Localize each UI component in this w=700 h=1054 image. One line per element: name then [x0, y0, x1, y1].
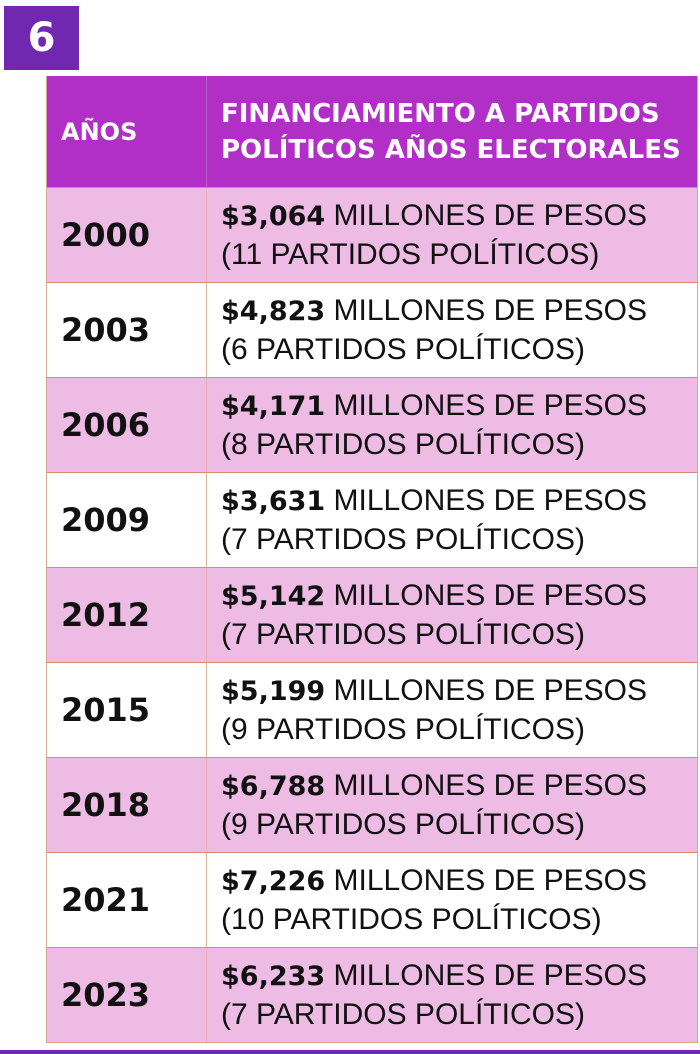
- funding-amount: $3,631: [221, 485, 326, 517]
- funding-cell: $4,171 MILLONES DE PESOS (8 PARTIDOS POLÍ…: [207, 378, 697, 472]
- party-count: (7 PARTIDOS POLÍTICOS): [221, 522, 585, 556]
- funding-cell: $6,788 MILLONES DE PESOS (9 PARTIDOS POLÍ…: [207, 758, 697, 852]
- table-row: 2015 $5,199 MILLONES DE PESOS (9 PARTIDOS …: [47, 662, 697, 757]
- header-description-line-2: POLÍTICOS AÑOS ELECTORALES: [221, 134, 681, 165]
- year-value: 2021: [61, 881, 151, 919]
- funding-cell: $5,142 MILLONES DE PESOS (7 PARTIDOS POLÍ…: [207, 568, 697, 662]
- table-row: 2009 $3,631 MILLONES DE PESOS (7 PARTIDOS …: [47, 472, 697, 567]
- table-row: 2000 $3,064 MILLONES DE PESOS (11 PARTIDOS…: [47, 187, 697, 282]
- funding-cell: $6,233 MILLONES DE PESOS (7 PARTIDOS POLÍ…: [207, 948, 697, 1042]
- bottom-accent-bar: [0, 1050, 700, 1054]
- table-row: 2003 $4,823 MILLONES DE PESOS (6 PARTIDOS …: [47, 282, 697, 377]
- funding-unit: MILLONES DE PESOS: [333, 863, 647, 897]
- year-cell: 2018: [47, 758, 207, 852]
- funding-amount-line: $3,064 MILLONES DE PESOS: [221, 197, 697, 236]
- year-value: 2015: [61, 691, 151, 729]
- section-number-badge: 6: [4, 6, 79, 70]
- funding-unit: MILLONES DE PESOS: [333, 958, 647, 992]
- funding-amount: $4,823: [221, 295, 326, 327]
- party-count: (8 PARTIDOS POLÍTICOS): [221, 427, 585, 461]
- year-cell: 2003: [47, 283, 207, 377]
- party-count: (7 PARTIDOS POLÍTICOS): [221, 617, 585, 651]
- funding-amount: $4,171: [221, 390, 326, 422]
- funding-unit: MILLONES DE PESOS: [333, 388, 647, 422]
- funding-cell: $5,199 MILLONES DE PESOS (9 PARTIDOS POLÍ…: [207, 663, 697, 757]
- funding-amount: $5,199: [221, 675, 326, 707]
- funding-amount-line: $4,171 MILLONES DE PESOS: [221, 387, 697, 426]
- party-count: (11 PARTIDOS POLÍTICOS): [221, 237, 600, 271]
- year-cell: 2021: [47, 853, 207, 947]
- header-years-cell: AÑOS: [47, 76, 207, 187]
- table-header-row: AÑOS FINANCIAMIENTO A PARTIDOS POLÍTICOS…: [47, 76, 697, 187]
- header-description-line-1: FINANCIAMIENTO A PARTIDOS: [221, 98, 660, 129]
- funding-cell: $7,226 MILLONES DE PESOS (10 PARTIDOS POL…: [207, 853, 697, 947]
- party-count: (10 PARTIDOS POLÍTICOS): [221, 902, 602, 936]
- header-years-label: AÑOS: [61, 117, 138, 146]
- funding-unit: MILLONES DE PESOS: [333, 578, 647, 612]
- funding-unit: MILLONES DE PESOS: [333, 483, 647, 517]
- funding-cell: $3,064 MILLONES DE PESOS (11 PARTIDOS POL…: [207, 188, 697, 282]
- year-value: 2009: [61, 501, 151, 539]
- funding-table: AÑOS FINANCIAMIENTO A PARTIDOS POLÍTICOS…: [46, 76, 698, 1043]
- table-row: 2021 $7,226 MILLONES DE PESOS (10 PARTIDOS…: [47, 852, 697, 947]
- funding-unit: MILLONES DE PESOS: [333, 198, 647, 232]
- funding-amount-line: $5,142 MILLONES DE PESOS: [221, 577, 697, 616]
- table-body: 2000 $3,064 MILLONES DE PESOS (11 PARTIDOS…: [47, 187, 697, 1042]
- year-value: 2006: [61, 406, 151, 444]
- year-cell: 2023: [47, 948, 207, 1042]
- funding-amount-line: $4,823 MILLONES DE PESOS: [221, 292, 697, 331]
- year-value: 2000: [61, 216, 151, 254]
- party-count: (9 PARTIDOS POLÍTICOS): [221, 807, 585, 841]
- funding-unit: MILLONES DE PESOS: [333, 768, 647, 802]
- year-value: 2012: [61, 596, 151, 634]
- party-count: (9 PARTIDOS POLÍTICOS): [221, 712, 585, 746]
- year-cell: 2015: [47, 663, 207, 757]
- year-value: 2003: [61, 311, 151, 349]
- funding-amount: $6,233: [221, 960, 326, 992]
- funding-cell: $4,823 MILLONES DE PESOS (6 PARTIDOS POLÍ…: [207, 283, 697, 377]
- party-count: (7 PARTIDOS POLÍTICOS): [221, 997, 585, 1031]
- header-description-cell: FINANCIAMIENTO A PARTIDOS POLÍTICOS AÑOS…: [207, 76, 697, 187]
- year-value: 2023: [61, 976, 151, 1014]
- funding-amount-line: $5,199 MILLONES DE PESOS: [221, 672, 697, 711]
- funding-amount-line: $3,631 MILLONES DE PESOS: [221, 482, 697, 521]
- funding-amount: $5,142: [221, 580, 326, 612]
- funding-amount-line: $6,233 MILLONES DE PESOS: [221, 957, 697, 996]
- year-value: 2018: [61, 786, 151, 824]
- funding-amount-line: $6,788 MILLONES DE PESOS: [221, 767, 697, 806]
- year-cell: 2006: [47, 378, 207, 472]
- funding-amount: $6,788: [221, 770, 326, 802]
- funding-cell: $3,631 MILLONES DE PESOS (7 PARTIDOS POLÍ…: [207, 473, 697, 567]
- funding-amount-line: $7,226 MILLONES DE PESOS: [221, 862, 697, 901]
- funding-unit: MILLONES DE PESOS: [333, 673, 647, 707]
- table-row: 2023 $6,233 MILLONES DE PESOS (7 PARTIDOS …: [47, 947, 697, 1042]
- year-cell: 2000: [47, 188, 207, 282]
- funding-unit: MILLONES DE PESOS: [333, 293, 647, 327]
- table-row: 2012 $5,142 MILLONES DE PESOS (7 PARTIDOS …: [47, 567, 697, 662]
- party-count: (6 PARTIDOS POLÍTICOS): [221, 332, 585, 366]
- year-cell: 2009: [47, 473, 207, 567]
- year-cell: 2012: [47, 568, 207, 662]
- funding-amount: $3,064: [221, 200, 326, 232]
- table-row: 2006 $4,171 MILLONES DE PESOS (8 PARTIDOS …: [47, 377, 697, 472]
- funding-amount: $7,226: [221, 865, 326, 897]
- table-row: 2018 $6,788 MILLONES DE PESOS (9 PARTIDOS …: [47, 757, 697, 852]
- section-number: 6: [27, 15, 56, 61]
